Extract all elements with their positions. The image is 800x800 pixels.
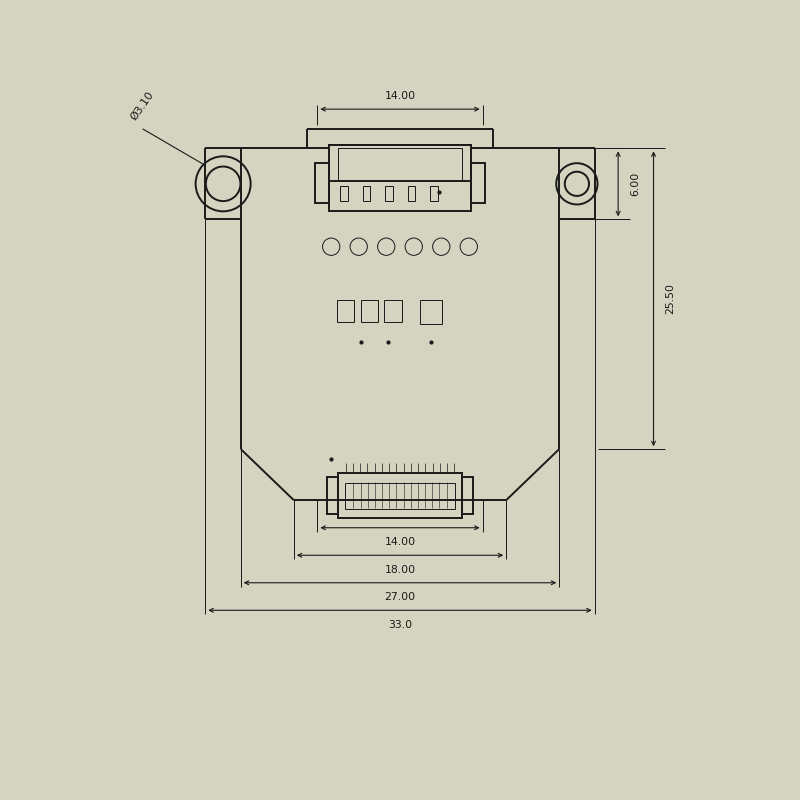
- Bar: [329, 145, 471, 182]
- Bar: [462, 477, 474, 514]
- Text: 25.50: 25.50: [666, 283, 675, 314]
- Bar: [384, 300, 402, 322]
- Bar: [386, 186, 393, 201]
- Text: 33.0: 33.0: [388, 620, 412, 630]
- Bar: [420, 300, 442, 324]
- Bar: [314, 163, 329, 203]
- Bar: [363, 186, 370, 201]
- Bar: [337, 300, 354, 322]
- Text: 27.00: 27.00: [385, 592, 415, 602]
- Text: 14.00: 14.00: [385, 537, 415, 547]
- Text: 18.00: 18.00: [385, 565, 415, 574]
- Bar: [329, 145, 471, 211]
- Bar: [345, 483, 455, 509]
- Bar: [430, 186, 438, 201]
- Bar: [471, 163, 486, 203]
- Bar: [338, 473, 462, 518]
- Text: 14.00: 14.00: [385, 91, 415, 102]
- Bar: [338, 148, 462, 182]
- Text: 6.00: 6.00: [630, 172, 640, 196]
- Text: Ø3.10: Ø3.10: [129, 90, 156, 122]
- Bar: [361, 300, 378, 322]
- Bar: [341, 186, 347, 201]
- Bar: [326, 477, 338, 514]
- Bar: [408, 186, 415, 201]
